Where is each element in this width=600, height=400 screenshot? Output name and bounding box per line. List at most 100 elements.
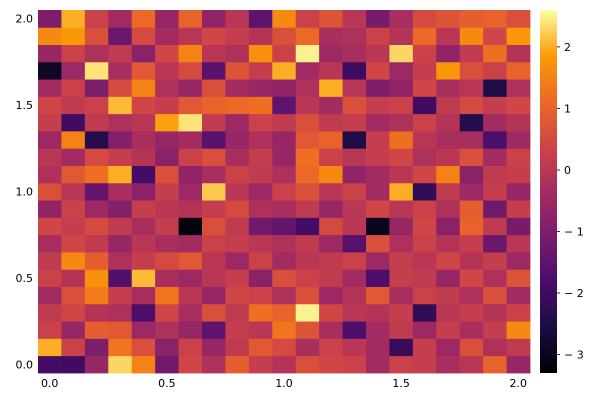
heatmap-cell bbox=[412, 27, 437, 45]
heatmap-cell bbox=[61, 79, 86, 97]
heatmap-cell bbox=[295, 61, 320, 80]
heatmap-cell bbox=[483, 252, 507, 270]
heatmap-cell bbox=[366, 286, 390, 305]
heatmap-cell bbox=[38, 355, 62, 374]
heatmap-cell bbox=[342, 321, 367, 339]
heatmap-cell bbox=[61, 303, 86, 322]
heatmap-cell bbox=[319, 338, 343, 357]
heatmap-cell bbox=[459, 252, 484, 270]
heatmap-cell bbox=[389, 303, 414, 322]
heatmap-cell bbox=[436, 321, 461, 339]
heatmap-cell bbox=[272, 131, 297, 149]
heatmap-cell bbox=[108, 252, 133, 270]
heatmap-cell bbox=[248, 234, 273, 253]
heatmap-cell bbox=[366, 10, 390, 28]
heatmap-cell bbox=[202, 131, 226, 149]
heatmap-cell bbox=[319, 234, 343, 253]
heatmap-cell bbox=[295, 217, 320, 236]
heatmap-cell bbox=[483, 131, 507, 149]
heatmap-cell bbox=[506, 182, 531, 201]
heatmap-cell bbox=[248, 10, 273, 28]
heatmap-cell bbox=[38, 165, 62, 184]
heatmap-cell bbox=[84, 217, 109, 236]
colorbar-tick-label: − 1 bbox=[564, 226, 584, 239]
heatmap-cell bbox=[389, 44, 414, 63]
heatmap-cell bbox=[38, 79, 62, 97]
heatmap-cell bbox=[38, 61, 62, 80]
heatmap-cell bbox=[248, 217, 273, 236]
heatmap-cell bbox=[295, 27, 320, 45]
heatmap-cell bbox=[436, 338, 461, 357]
heatmap-cell bbox=[155, 338, 179, 357]
heatmap-cell bbox=[61, 165, 86, 184]
heatmap-cell bbox=[155, 252, 179, 270]
heatmap-cell bbox=[366, 234, 390, 253]
heatmap-cell bbox=[84, 321, 109, 339]
x-tick-label: 1.5 bbox=[392, 377, 410, 390]
heatmap-cell bbox=[319, 303, 343, 322]
heatmap-cell bbox=[366, 79, 390, 97]
heatmap-cell bbox=[319, 286, 343, 305]
heatmap-cell bbox=[389, 200, 414, 218]
heatmap-cell bbox=[436, 217, 461, 236]
heatmap-cell bbox=[202, 113, 226, 132]
heatmap-cell bbox=[225, 182, 250, 201]
heatmap-cell bbox=[412, 234, 437, 253]
heatmap-cell bbox=[38, 44, 62, 63]
heatmap-cell bbox=[506, 269, 531, 287]
heatmap-cell bbox=[248, 182, 273, 201]
heatmap-cell bbox=[248, 79, 273, 97]
heatmap-cell bbox=[412, 131, 437, 149]
heatmap-cell bbox=[412, 252, 437, 270]
heatmap-cell bbox=[295, 10, 320, 28]
heatmap-cell bbox=[436, 286, 461, 305]
x-tick-label: 1.0 bbox=[275, 377, 293, 390]
heatmap-cell bbox=[483, 355, 507, 374]
heatmap-cell bbox=[506, 165, 531, 184]
heatmap-cell bbox=[38, 131, 62, 149]
heatmap-cell bbox=[506, 355, 531, 374]
heatmap-cell bbox=[366, 96, 390, 115]
heatmap-cell bbox=[38, 338, 62, 357]
heatmap-cell bbox=[342, 338, 367, 357]
heatmap-cell bbox=[108, 113, 133, 132]
heatmap-cell bbox=[389, 61, 414, 80]
heatmap-cell bbox=[295, 44, 320, 63]
heatmap-cell bbox=[155, 182, 179, 201]
heatmap-cell bbox=[108, 79, 133, 97]
y-tick-label: 0.0 bbox=[16, 358, 34, 371]
heatmap-cell bbox=[202, 217, 226, 236]
heatmap-cell bbox=[225, 10, 250, 28]
heatmap-cell bbox=[459, 355, 484, 374]
heatmap-cell bbox=[295, 148, 320, 166]
colorbar-tick-label: − 2 bbox=[564, 287, 584, 300]
heatmap-cell bbox=[225, 217, 250, 236]
heatmap-cell bbox=[412, 321, 437, 339]
heatmap-cell bbox=[84, 131, 109, 149]
heatmap-cell bbox=[483, 165, 507, 184]
heatmap-cell bbox=[272, 303, 297, 322]
heatmap-cell bbox=[84, 96, 109, 115]
heatmap-cell bbox=[155, 355, 179, 374]
heatmap-cell bbox=[61, 269, 86, 287]
heatmap-cell bbox=[202, 321, 226, 339]
heatmap-cell bbox=[506, 10, 531, 28]
heatmap-cell bbox=[342, 61, 367, 80]
heatmap-cell bbox=[459, 165, 484, 184]
heatmap-cell bbox=[295, 252, 320, 270]
heatmap-cell bbox=[131, 338, 156, 357]
heatmap-cell bbox=[178, 148, 203, 166]
heatmap-cell bbox=[248, 355, 273, 374]
heatmap-cell bbox=[84, 286, 109, 305]
heatmap-cell bbox=[38, 148, 62, 166]
heatmap-cell bbox=[389, 338, 414, 357]
heatmap-cell bbox=[61, 252, 86, 270]
heatmap-cell bbox=[225, 234, 250, 253]
heatmap-cell bbox=[84, 338, 109, 357]
heatmap-cell bbox=[436, 113, 461, 132]
heatmap-cell bbox=[84, 355, 109, 374]
heatmap-cell bbox=[272, 61, 297, 80]
heatmap-cell bbox=[131, 303, 156, 322]
heatmap-cell bbox=[61, 61, 86, 80]
heatmap-cell bbox=[483, 79, 507, 97]
